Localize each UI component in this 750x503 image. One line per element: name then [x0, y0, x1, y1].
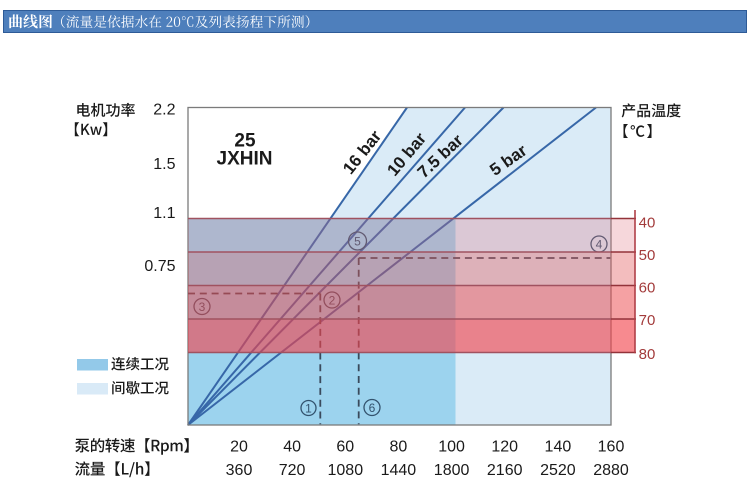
svg-text:6: 6: [369, 401, 376, 415]
svg-text:5: 5: [354, 234, 361, 248]
svg-text:1440: 1440: [381, 462, 417, 479]
svg-text:2520: 2520: [540, 462, 576, 479]
svg-text:0.75: 0.75: [144, 258, 175, 275]
svg-text:2.2: 2.2: [153, 101, 175, 118]
svg-text:25: 25: [234, 130, 256, 151]
svg-text:70: 70: [639, 312, 656, 329]
svg-text:1080: 1080: [328, 462, 364, 479]
svg-text:2880: 2880: [593, 462, 629, 479]
svg-text:1.1: 1.1: [153, 205, 175, 222]
svg-text:80: 80: [639, 346, 656, 363]
svg-text:2160: 2160: [487, 462, 523, 479]
svg-text:20: 20: [230, 439, 248, 456]
svg-text:1.5: 1.5: [153, 156, 175, 173]
svg-text:160: 160: [598, 439, 625, 456]
svg-text:720: 720: [279, 462, 306, 479]
svg-text:1800: 1800: [434, 462, 470, 479]
svg-text:JXHIN: JXHIN: [217, 149, 273, 170]
svg-text:60: 60: [639, 280, 656, 297]
svg-text:1: 1: [305, 401, 312, 415]
svg-text:100: 100: [438, 439, 465, 456]
svg-text:4: 4: [596, 237, 603, 251]
svg-text:40: 40: [639, 215, 656, 232]
svg-text:40: 40: [283, 439, 301, 456]
svg-text:50: 50: [639, 247, 656, 264]
svg-text:140: 140: [545, 439, 572, 456]
svg-text:60: 60: [336, 439, 354, 456]
svg-text:120: 120: [491, 439, 518, 456]
svg-text:80: 80: [390, 439, 408, 456]
svg-text:360: 360: [226, 462, 253, 479]
